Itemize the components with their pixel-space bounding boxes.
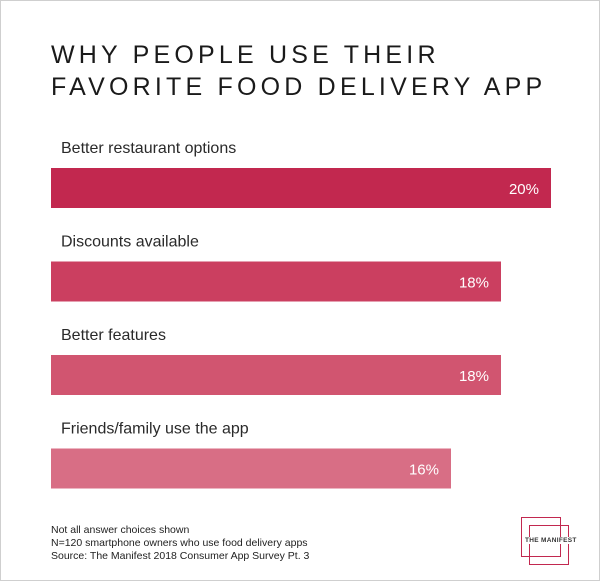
value-label: 18%	[459, 368, 489, 385]
bar-chart: Better restaurant options 20% Discounts av…	[51, 140, 551, 489]
bar	[51, 168, 551, 208]
category-label: Friends/family use the app	[61, 421, 249, 438]
category-label: Better features	[61, 327, 166, 344]
value-label: 16%	[409, 462, 439, 479]
category-label: Discounts available	[61, 234, 199, 251]
footnotes: Not all answer choices shown N=120 smart…	[51, 524, 309, 563]
footnote-answer-choices: Not all answer choices shown	[51, 524, 190, 536]
the-manifest-logo: THE MANIFEST	[521, 517, 578, 565]
logo-square-front	[529, 525, 569, 565]
bar	[51, 261, 501, 302]
footnote-sample-size: N=120 smartphone owners who use food del…	[51, 537, 308, 549]
bar	[51, 355, 501, 395]
footnote-source: Source: The Manifest 2018 Consumer App S…	[51, 550, 310, 562]
logo-text: THE MANIFEST	[524, 537, 578, 544]
chart-title: WHY PEOPLE USE THEIR FAVORITE FOOD DELIV…	[51, 41, 547, 101]
value-label: 20%	[509, 181, 539, 198]
value-label: 18%	[459, 275, 489, 292]
category-label: Better restaurant options	[61, 140, 236, 157]
bar	[51, 448, 451, 489]
